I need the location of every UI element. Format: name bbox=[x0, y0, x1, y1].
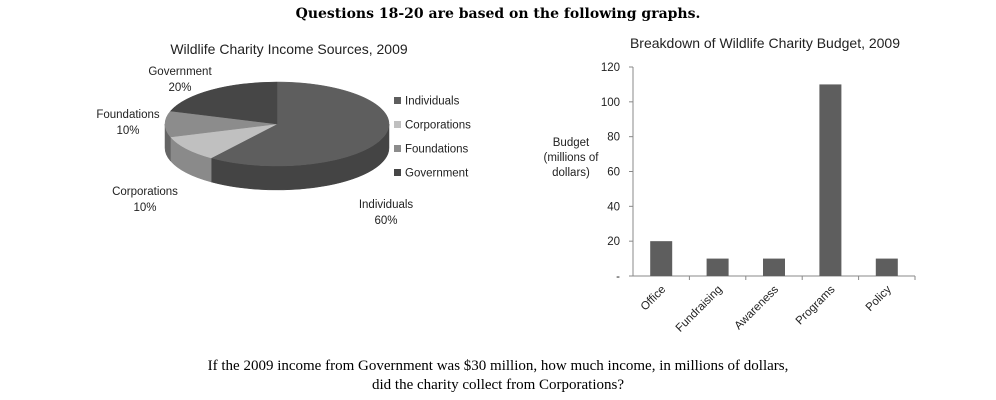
page-header: Questions 18-20 are based on the followi… bbox=[295, 6, 701, 22]
pie-slice-government bbox=[169, 81, 278, 125]
legend-label-foundations: Foundations bbox=[405, 144, 469, 156]
legend-swatch-foundations bbox=[394, 145, 401, 152]
bar-title: Breakdown of Wildlife Charity Budget, 20… bbox=[630, 35, 900, 51]
legend-swatch-government bbox=[394, 169, 401, 176]
x-tick-label-fundraising: Fundraising bbox=[674, 284, 725, 335]
legend-label-government: Government bbox=[405, 168, 469, 180]
pie-label-corporations-value: 10% bbox=[133, 202, 156, 214]
legend-label-corporations: Corporations bbox=[405, 120, 471, 132]
y-tick-label: 100 bbox=[601, 97, 620, 109]
bar-programs bbox=[819, 84, 842, 277]
pie-label-government-value: 20% bbox=[168, 82, 191, 94]
y-tick-label: - bbox=[616, 271, 620, 283]
bar-awareness bbox=[763, 258, 785, 276]
x-tick-label-office: Office bbox=[639, 284, 669, 314]
income-pie-chart: Wildlife Charity Income Sources, 2009 In… bbox=[96, 41, 471, 227]
legend-swatch-corporations bbox=[394, 121, 401, 128]
bar-policy bbox=[875, 258, 898, 276]
bar-office bbox=[650, 241, 673, 276]
pie-title: Wildlife Charity Income Sources, 2009 bbox=[170, 41, 408, 57]
pie-slice-individuals bbox=[210, 81, 390, 167]
y-tick-label: 80 bbox=[607, 132, 620, 144]
x-tick-label-awareness: Awareness bbox=[733, 283, 782, 332]
x-tick-label-programs: Programs bbox=[794, 283, 838, 327]
budget-bar-chart: Breakdown of Wildlife Charity Budget, 20… bbox=[544, 35, 916, 335]
bar-fundraising bbox=[706, 258, 729, 276]
y-tick-label: 40 bbox=[607, 201, 620, 213]
pie-label-government-name: Government bbox=[148, 66, 212, 78]
pie-label-foundations-value: 10% bbox=[116, 125, 139, 137]
question-line-2: did the charity collect from Corporation… bbox=[371, 377, 624, 393]
y-axis-label-line: dollars) bbox=[552, 167, 590, 179]
pie-label-individuals-name: Individuals bbox=[359, 199, 414, 211]
question-text: If the 2009 income from Government was $… bbox=[0, 357, 996, 395]
pie-label-individuals-value: 60% bbox=[374, 215, 397, 227]
x-tick-label-policy: Policy bbox=[864, 283, 894, 313]
y-tick-label: 120 bbox=[601, 62, 620, 74]
y-axis-label-line: (millions of bbox=[544, 152, 600, 164]
legend-label-individuals: Individuals bbox=[405, 96, 460, 108]
y-axis-label-line: Budget bbox=[553, 137, 590, 149]
pie-label-foundations-name: Foundations bbox=[96, 109, 160, 121]
legend-swatch-individuals bbox=[394, 97, 401, 104]
y-tick-label: 60 bbox=[607, 167, 620, 179]
y-tick-label: 20 bbox=[607, 236, 620, 248]
pie-label-corporations-name: Corporations bbox=[112, 186, 178, 198]
question-line-1: If the 2009 income from Government was $… bbox=[207, 358, 789, 374]
